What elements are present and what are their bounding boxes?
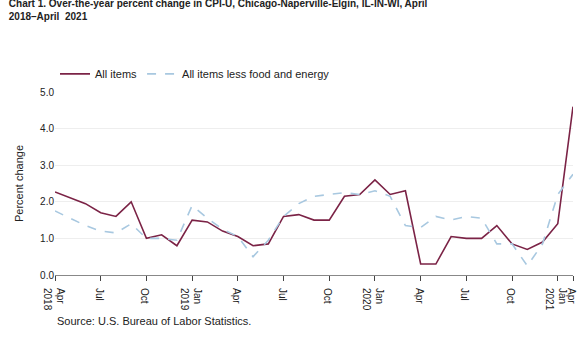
- svg-text:Jul: Jul: [459, 288, 470, 301]
- svg-text:Apr: Apr: [566, 288, 577, 304]
- svg-text:Percent change: Percent change: [13, 145, 25, 222]
- svg-text:All items: All items: [95, 68, 137, 80]
- svg-text:All items less food and energy: All items less food and energy: [182, 68, 329, 80]
- svg-text:Jan2020: Jan2020: [361, 288, 385, 311]
- svg-text:2.0: 2.0: [40, 196, 54, 207]
- svg-text:Apr: Apr: [414, 288, 425, 304]
- svg-text:0.0: 0.0: [40, 270, 54, 281]
- svg-text:4.0: 4.0: [40, 123, 54, 134]
- svg-text:Apr2018: Apr2018: [42, 288, 66, 311]
- svg-text:Jul: Jul: [277, 288, 288, 301]
- svg-text:Chart 1. Over-the-year percent: Chart 1. Over-the-year percent change in…: [9, 0, 428, 22]
- svg-text:Apr: Apr: [231, 288, 242, 304]
- svg-text:1.0: 1.0: [40, 233, 54, 244]
- svg-text:5.0: 5.0: [40, 87, 54, 98]
- svg-text:Oct: Oct: [322, 288, 333, 304]
- svg-text:Jan2021: Jan2021: [544, 288, 568, 311]
- svg-text:Oct: Oct: [139, 288, 150, 304]
- svg-text:Source: U.S. Bureau of Labor S: Source: U.S. Bureau of Labor Statistics.: [57, 315, 251, 327]
- svg-text:Jul: Jul: [94, 288, 105, 301]
- svg-text:Jan2019: Jan2019: [179, 288, 203, 311]
- svg-text:Oct: Oct: [505, 288, 516, 304]
- svg-text:3.0: 3.0: [40, 160, 54, 171]
